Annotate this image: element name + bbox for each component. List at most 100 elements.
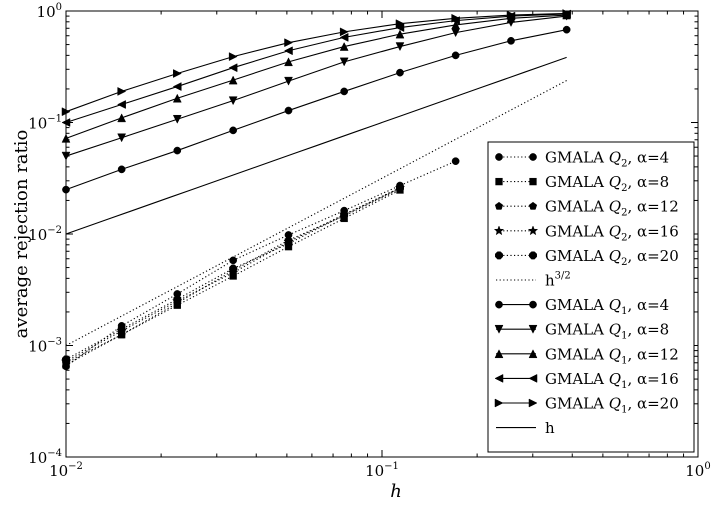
data-point [117,133,127,143]
data-point [339,32,349,42]
series-11 [65,56,567,235]
x-tick-label: 100 [685,461,710,480]
data-point [117,100,126,109]
data-point [451,13,461,23]
data-point [229,126,237,135]
legend-marker [529,177,537,186]
series-10 [61,9,572,117]
legend-entry: GMALA Q1, α=16 [494,370,679,391]
data-point [396,184,404,193]
y-tick-label: 10−1 [28,114,62,133]
data-point [506,10,516,20]
series-line [65,15,567,157]
legend-marker [494,398,504,408]
data-point [228,63,238,73]
legend-marker [494,349,504,359]
series-line [65,160,456,367]
data-point [284,38,294,48]
legend-label: GMALA Q1, α=20 [545,395,679,416]
legend-marker [528,373,538,383]
legend-label: GMALA Q2, α=20 [545,247,679,268]
data-point [172,82,182,91]
plot-frame [65,10,699,458]
legend-marker [494,201,504,210]
legend-marker [529,251,537,260]
data-point [117,165,126,174]
x-tick-label: 10−1 [365,461,399,480]
legend-label: GMALA Q2, α=4 [545,149,669,170]
data-point [339,57,349,67]
data-point [172,93,182,103]
data-point [283,46,293,56]
data-point [228,75,238,85]
legend-marker [495,300,503,309]
data-point [229,264,238,273]
series-line [65,80,567,346]
legend-marker [527,225,539,236]
legend-label: GMALA Q2, α=8 [545,173,669,194]
y-tick-label: 10−2 [28,225,62,244]
legend-marker [493,225,505,236]
legend-entry: GMALA Q2, α=8 [495,173,669,194]
series-5 [65,80,567,346]
legend-marker [528,398,538,408]
data-point [340,211,349,219]
legend-entry: GMALA Q1, α=4 [495,296,669,317]
data-point [229,256,237,265]
data-point [173,69,182,78]
data-point [451,157,460,166]
data-point [284,239,293,248]
legend-entry: GMALA Q2, α=4 [495,149,669,170]
data-point [395,29,405,39]
data-point [507,36,515,45]
data-point [395,42,405,52]
legend-entry: GMALA Q2, α=12 [494,198,679,219]
y-tick-label: 100 [37,2,62,21]
legend-entry: GMALA Q2, α=20 [495,247,679,268]
legend-label: GMALA Q1, α=12 [545,345,679,366]
legend-marker [528,349,538,359]
data-point [284,106,293,115]
data-point [396,68,404,77]
data-point [172,114,182,124]
legend-entry: GMALA Q1, α=8 [494,321,669,342]
legend-entry: GMALA Q1, α=12 [494,345,679,366]
data-point [117,113,127,123]
legend-entry: GMALA Q1, α=20 [494,395,679,416]
x-tick-label: 10−2 [49,461,83,480]
y-tick-label: 10−3 [28,337,62,356]
data-point [173,295,182,304]
legend-marker [495,153,503,161]
data-point [395,19,405,29]
data-point [451,51,460,60]
data-point [284,57,293,67]
data-point [117,87,127,96]
series-line [65,56,567,235]
legend-entry: h [496,419,555,437]
legend-marker [528,201,538,210]
legend-entry: GMALA Q2, α=16 [493,222,679,243]
data-point [228,52,238,62]
series-line [65,13,567,124]
x-axis-title: h [390,481,402,502]
legend-marker [495,251,503,260]
data-point [340,87,349,96]
legend-label: GMALA Q1, α=4 [545,296,669,317]
data-point [117,325,126,334]
legend-label: h3/2 [545,271,571,290]
legend-label: GMALA Q2, α=12 [545,198,679,219]
y-axis-title: average rejection ratio [11,130,32,339]
legend-marker [494,373,504,383]
series-line [65,14,567,139]
data-point [339,27,349,37]
data-point [228,96,238,106]
series-4 [62,184,404,364]
legend-label: GMALA Q1, α=16 [545,370,679,391]
legend-marker [528,324,538,334]
legend-frame [487,141,695,453]
data-point [562,25,571,34]
legend-label: GMALA Q1, α=8 [545,321,669,342]
data-point [451,20,461,30]
legend-label: h [545,419,555,437]
